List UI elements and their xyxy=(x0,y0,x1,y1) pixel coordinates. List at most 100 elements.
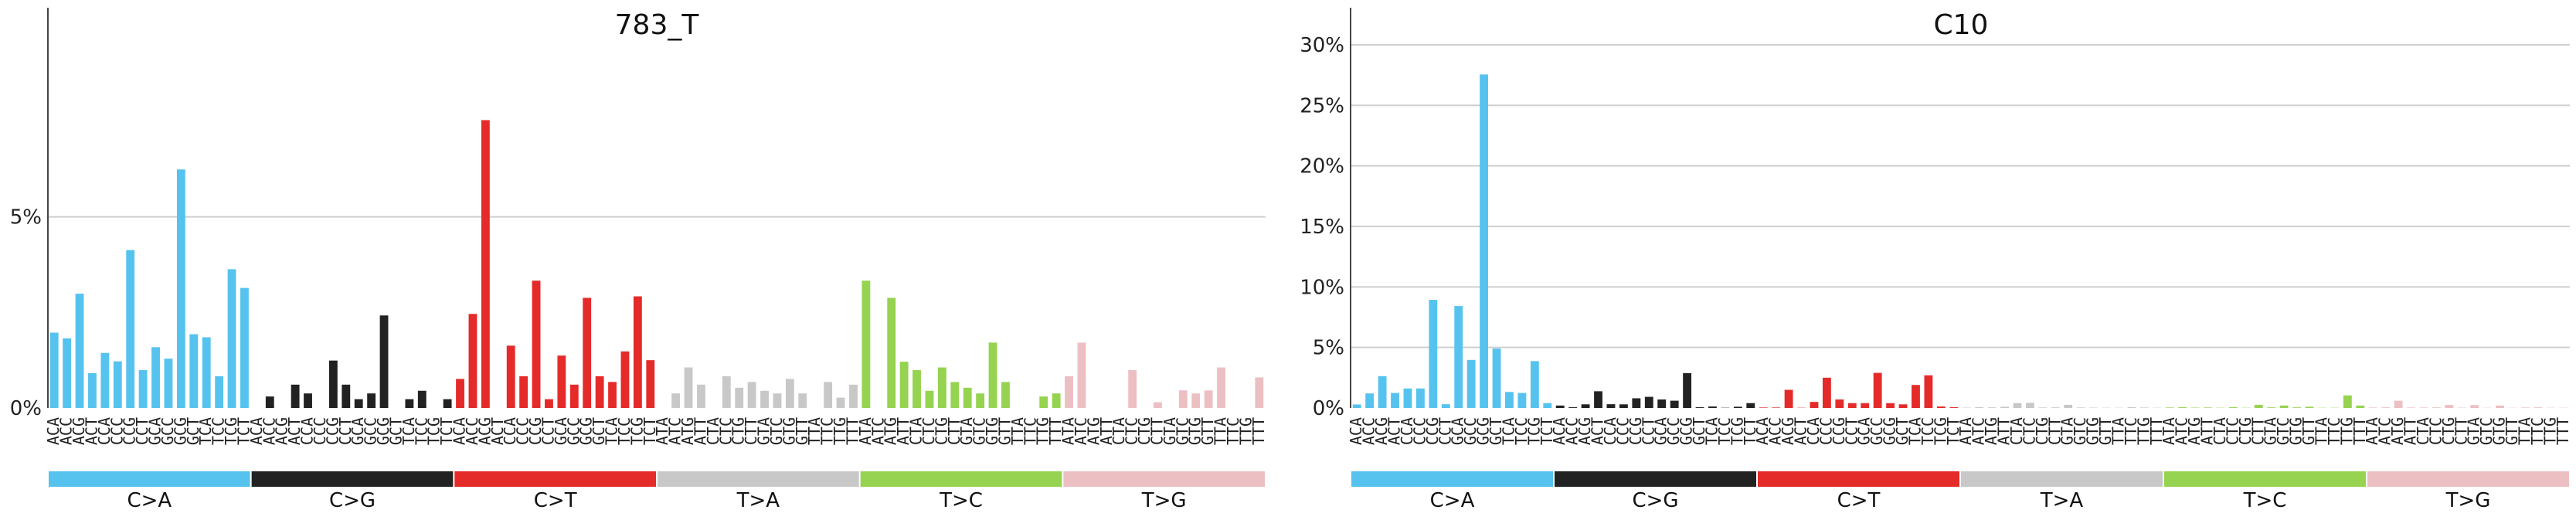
x-tick-label: CTC xyxy=(2426,417,2445,445)
bar-A[T>G]C xyxy=(2381,407,2391,408)
bar-C[T>A]T xyxy=(747,382,756,408)
group-label: T>C xyxy=(939,489,983,512)
bar-C[T>C]C xyxy=(2228,407,2238,408)
x-tick-label: ATT xyxy=(2198,417,2217,445)
x-tick-label: TTA xyxy=(805,417,824,445)
bar-T[C>T]T xyxy=(1949,407,1959,408)
x-tick-label: ACT xyxy=(488,417,507,445)
bar-T[C>G]C xyxy=(417,390,427,408)
bar-C[C>G]G xyxy=(1632,398,1641,408)
bar-T[C>A]C xyxy=(215,376,224,408)
bar-A[C>G]C xyxy=(265,396,274,408)
bar-G[T>G]G xyxy=(1191,393,1201,408)
group-label: T>A xyxy=(2040,489,2084,512)
bar-C[T>C]T xyxy=(950,382,960,408)
bar-C[T>C]G xyxy=(937,367,946,408)
bar-A[T>A]T xyxy=(697,384,705,408)
x-tick-label: GTT xyxy=(2299,417,2318,445)
bar-C[C>T]A xyxy=(506,345,515,408)
bar-A[C>T]G xyxy=(1784,389,1793,408)
x-tick-label: TTT xyxy=(1046,417,1065,445)
bar-G[C>T]C xyxy=(1873,372,1882,408)
bar-T[T>A]C xyxy=(824,382,833,408)
x-tick-label: CTA xyxy=(2007,417,2026,445)
x-tick-label: GTA xyxy=(755,417,773,445)
x-tick-label: ATT xyxy=(691,417,709,445)
bar-G[C>G]C xyxy=(367,393,376,408)
x-tick-label: GCT xyxy=(1690,417,1708,445)
bar-A[T>C]G xyxy=(887,297,896,408)
x-tick-label: TCC xyxy=(412,417,430,445)
bar-C[C>A]G xyxy=(126,250,135,408)
x-tick-label: TTT xyxy=(1249,417,1268,445)
bar-G[C>T]T xyxy=(595,376,604,408)
x-tick-label: GTA xyxy=(1161,417,1179,445)
group-band-C>G xyxy=(251,471,454,487)
bar-T[C>T]G xyxy=(1936,406,1946,408)
bar-C[C>A]T xyxy=(1441,404,1450,408)
x-tick-label: ATC xyxy=(2173,417,2191,445)
x-tick-label: CCT xyxy=(539,417,557,445)
x-tick-label: ATG xyxy=(1982,417,2000,445)
x-tick-label: ACA xyxy=(44,417,63,445)
bar-C[T>C]T xyxy=(2254,404,2263,408)
bar-T[T>G]C xyxy=(2534,407,2543,408)
bar-C[C>G]T xyxy=(342,384,351,408)
group-band-C>G xyxy=(1555,471,1756,487)
x-tick-label: GCC xyxy=(158,417,177,445)
bar-A[C>T]G xyxy=(481,120,490,408)
bar-C[C>T]C xyxy=(1822,377,1831,408)
bar-G[T>A]A xyxy=(2064,404,2073,408)
x-tick-label: TTC xyxy=(818,417,837,445)
bar-C[C>A]A xyxy=(100,352,110,408)
bar-A[C>G]T xyxy=(1594,391,1602,408)
bar-T[C>A]T xyxy=(1543,403,1552,408)
x-tick-label: CCA xyxy=(501,417,519,445)
x-tick-label: GCC xyxy=(1867,417,1886,445)
bar-G[T>G]G xyxy=(2496,405,2505,408)
bar-G[C>A]T xyxy=(1492,348,1501,408)
group-label: T>C xyxy=(2243,489,2287,512)
x-tick-label: ATA xyxy=(2363,417,2381,445)
x-tick-label: CTT xyxy=(2045,417,2064,445)
bar-C[C>A]T xyxy=(138,370,148,408)
bar-C[T>G]C xyxy=(1128,370,1137,408)
x-tick-label: CCC xyxy=(107,417,126,445)
bar-A[T>C]T xyxy=(899,362,909,408)
x-tick-label: GCC xyxy=(1461,417,1480,445)
x-tick-label: TCA xyxy=(196,417,215,445)
bar-G[C>A]T xyxy=(189,334,199,408)
x-tick-label: ACC xyxy=(1360,417,1378,445)
x-tick-label: TTG xyxy=(1034,417,1052,445)
x-tick-label: TCT xyxy=(234,417,253,445)
x-tick-label: GTC xyxy=(2071,417,2089,445)
bar-G[T>A]C xyxy=(773,393,782,408)
bar-C[T>G]C xyxy=(2432,407,2441,408)
x-tick-label: ATC xyxy=(868,417,887,445)
bar-A[T>C]C xyxy=(2178,407,2187,408)
x-tick-label: GTA xyxy=(2465,417,2483,445)
bar-G[C>T]G xyxy=(1886,403,1895,408)
bar-A[C>T]C xyxy=(1772,407,1781,408)
x-tick-label: GCA xyxy=(1449,417,1467,445)
x-tick-label: TCC xyxy=(1918,417,1937,445)
bar-C[C>G]A xyxy=(304,393,312,408)
bar-C[T>A]C xyxy=(2025,403,2034,408)
y-tick-label: 0% xyxy=(10,397,42,420)
x-tick-label: CTG xyxy=(1135,417,1154,445)
x-tick-label: TCA xyxy=(1905,417,1924,445)
x-tick-label: TCA xyxy=(1499,417,1517,445)
group-label: C>T xyxy=(534,489,577,512)
x-tick-label: CCC xyxy=(311,417,329,445)
x-tick-label: GTC xyxy=(767,417,786,445)
x-tick-label: TCC xyxy=(209,417,228,445)
x-tick-label: CTG xyxy=(932,417,950,445)
x-tick-label: ATC xyxy=(2376,417,2394,445)
x-tick-label: ACG xyxy=(475,417,494,445)
x-tick-label: TCG xyxy=(1931,417,1949,445)
x-tick-label: GTG xyxy=(983,417,1001,445)
x-tick-label: ACG xyxy=(1575,417,1594,445)
x-tick-label: GCG xyxy=(1474,417,1493,445)
x-tick-label: CTC xyxy=(716,417,735,445)
